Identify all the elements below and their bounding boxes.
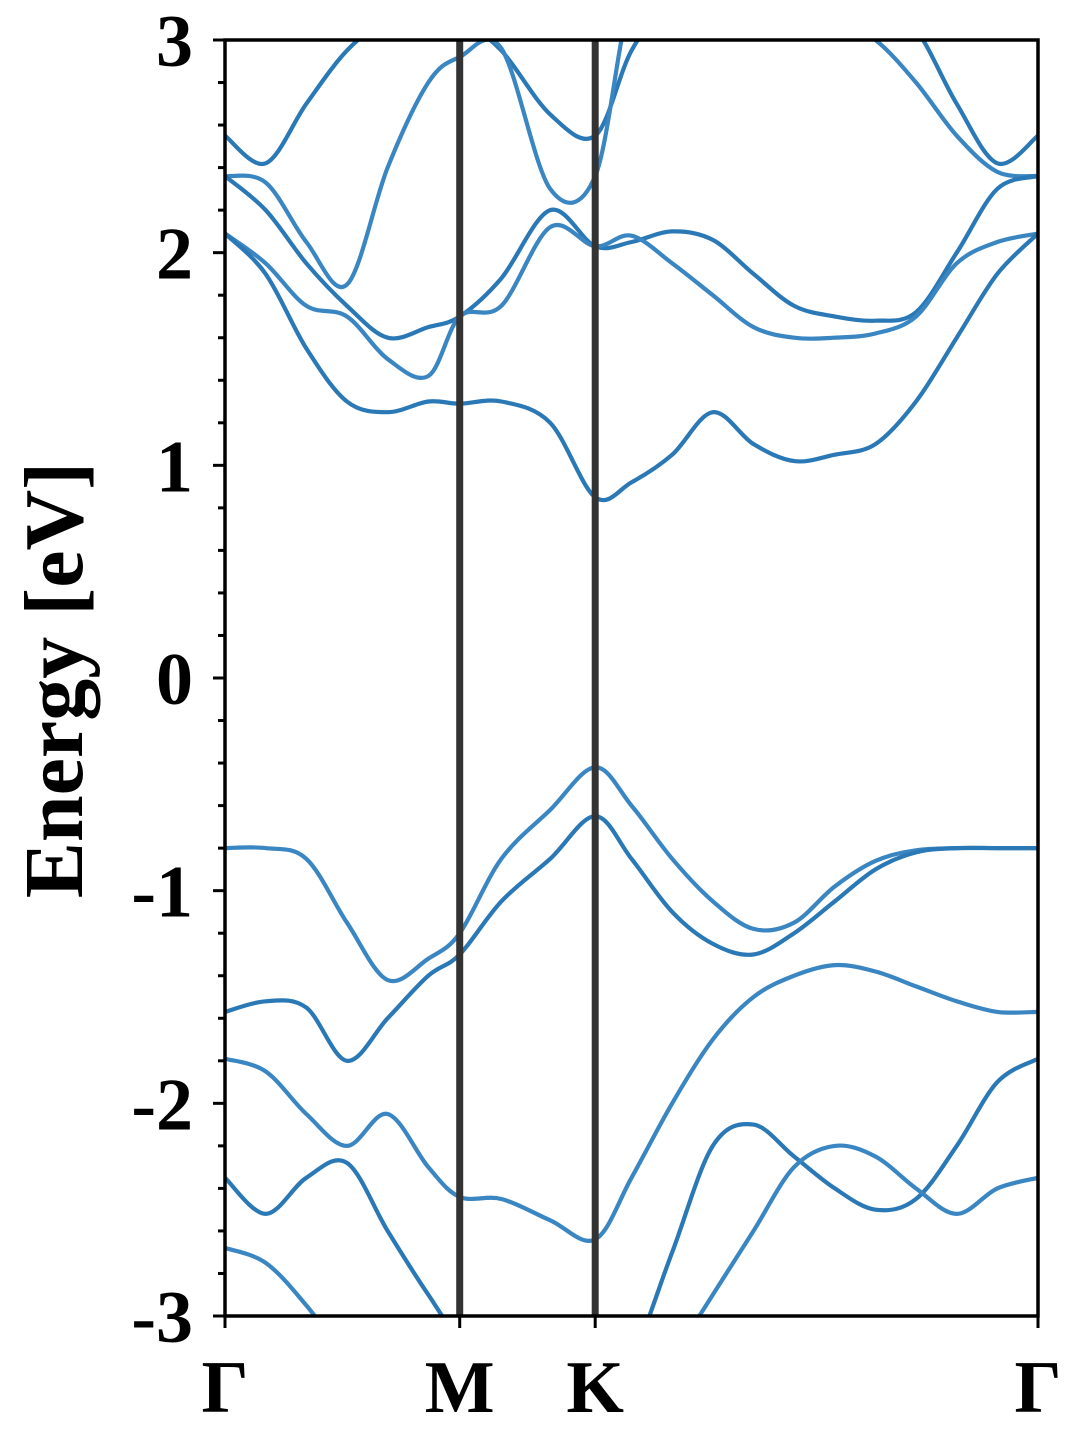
- y-tick-label: 2: [156, 214, 193, 296]
- band-line-8: [225, 962, 1038, 1243]
- band-line-4: [225, 223, 1038, 380]
- x-tick-label-1: M: [425, 1347, 495, 1429]
- y-ticks: [213, 38, 1040, 1328]
- y-tick-label: -1: [131, 852, 193, 934]
- y-tick-labels: 3 2 1 0 -1 -2 -3: [131, 1, 193, 1359]
- x-tick-label-2: K: [566, 1347, 624, 1429]
- y-axis-label: Energy [eV]: [8, 462, 101, 898]
- band-line-3: [225, 174, 1038, 341]
- y-tick-label: -2: [131, 1064, 193, 1146]
- y-tick-label: 3: [156, 1, 193, 83]
- y-tick-label: -3: [131, 1277, 193, 1359]
- bands: [225, 40, 1038, 1316]
- y-tick-label: 1: [156, 426, 193, 508]
- y-tick-label: 0: [156, 639, 193, 721]
- band-line-10: [225, 1143, 1038, 1316]
- high-symmetry-lines: [456, 40, 599, 1316]
- x-tick-label-0: Γ: [201, 1347, 248, 1429]
- band-line-6: [225, 765, 1038, 984]
- band-line-2: [225, 40, 1038, 290]
- band-line-5: [225, 231, 1038, 503]
- band-line-9: [225, 1056, 1038, 1316]
- x-tick-label-3: Γ: [1014, 1347, 1061, 1429]
- band-line-7: [225, 814, 1038, 1063]
- plot-frame: [223, 38, 1040, 1318]
